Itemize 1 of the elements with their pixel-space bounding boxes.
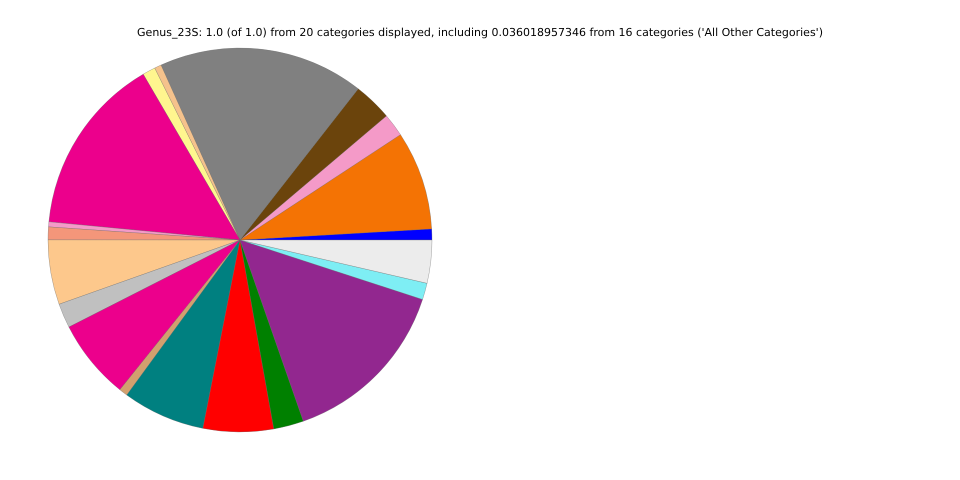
text: Genus_23S: 1.0 (of 1.0) from 20 categories displayed, including 0.036018957346 from 16 categories ('All Other Categories') xyxy=(137,26,823,39)
